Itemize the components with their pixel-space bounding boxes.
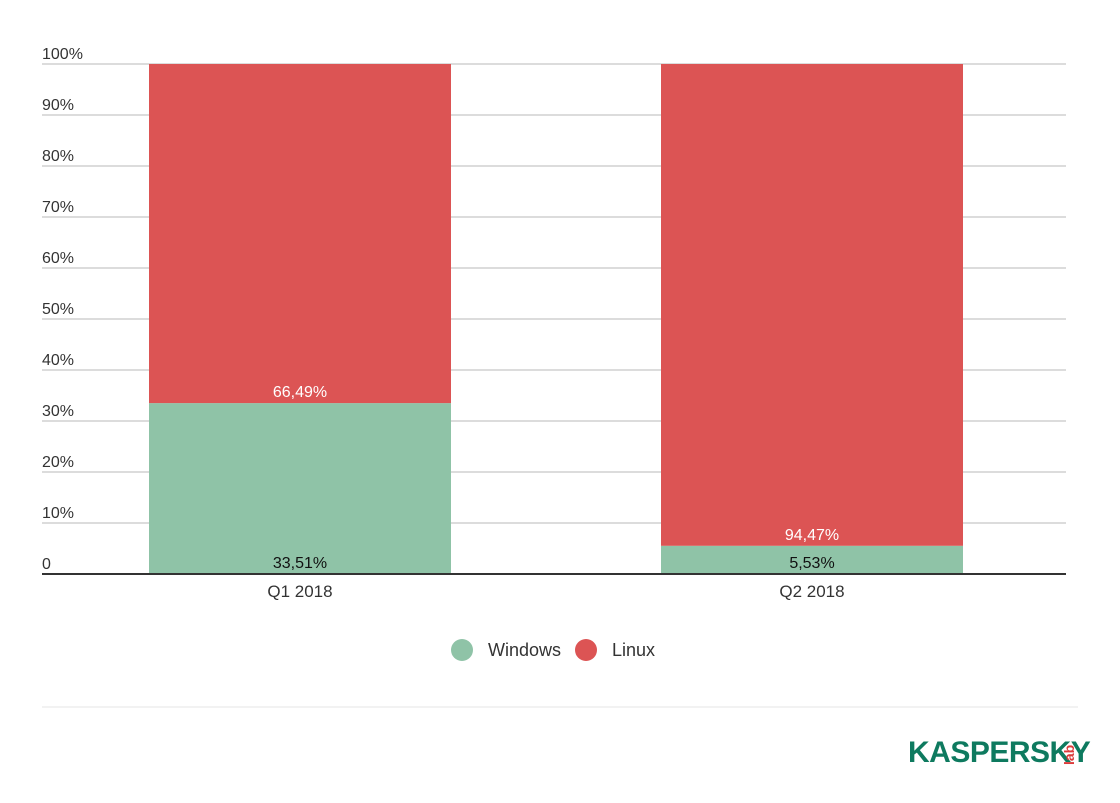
y-tick-label: 40% [42,352,74,369]
x-category-label: Q1 2018 [267,582,332,601]
bar-windows-1 [149,403,451,574]
y-tick-label: 50% [42,301,74,318]
legend: Windows Linux [451,639,655,661]
bars [149,64,963,574]
y-tick-label: 100% [42,46,83,63]
y-tick-label: 30% [42,403,74,420]
y-tick-label: 0 [42,556,51,573]
y-tick-label: 80% [42,148,74,165]
value-label-linux-2: 94,47% [785,527,839,544]
value-label-windows-2: 5,53% [789,555,834,572]
value-labels: 33,51% 66,49% 5,53% 94,47% [273,384,839,572]
y-tick-label: 60% [42,250,74,267]
value-label-windows-1: 33,51% [273,555,327,572]
bar-linux-1 [149,64,451,404]
bar-windows-2 [661,545,963,574]
y-tick-label: 70% [42,199,74,216]
legend-label-linux: Linux [612,640,655,660]
kaspersky-logo: KASPERSKY lab [908,736,1091,769]
y-tick-label: 90% [42,97,74,114]
y-tick-label: 10% [42,505,74,522]
legend-label-windows: Windows [488,640,561,660]
bar-linux-2 [661,64,963,546]
logo-wordmark: KASPERSKY [908,736,1091,769]
legend-swatch-linux [575,639,597,661]
x-category-label: Q2 2018 [779,582,844,601]
axes: 0 10% 20% 30% 40% 50% 60% 70% 80% 90% 100% Q1 2018 Q… [42,46,1066,601]
logo-lab: lab [1061,745,1077,765]
legend-swatch-windows [451,639,473,661]
y-tick-label: 20% [42,454,74,471]
value-label-linux-1: 66,49% [273,384,327,401]
